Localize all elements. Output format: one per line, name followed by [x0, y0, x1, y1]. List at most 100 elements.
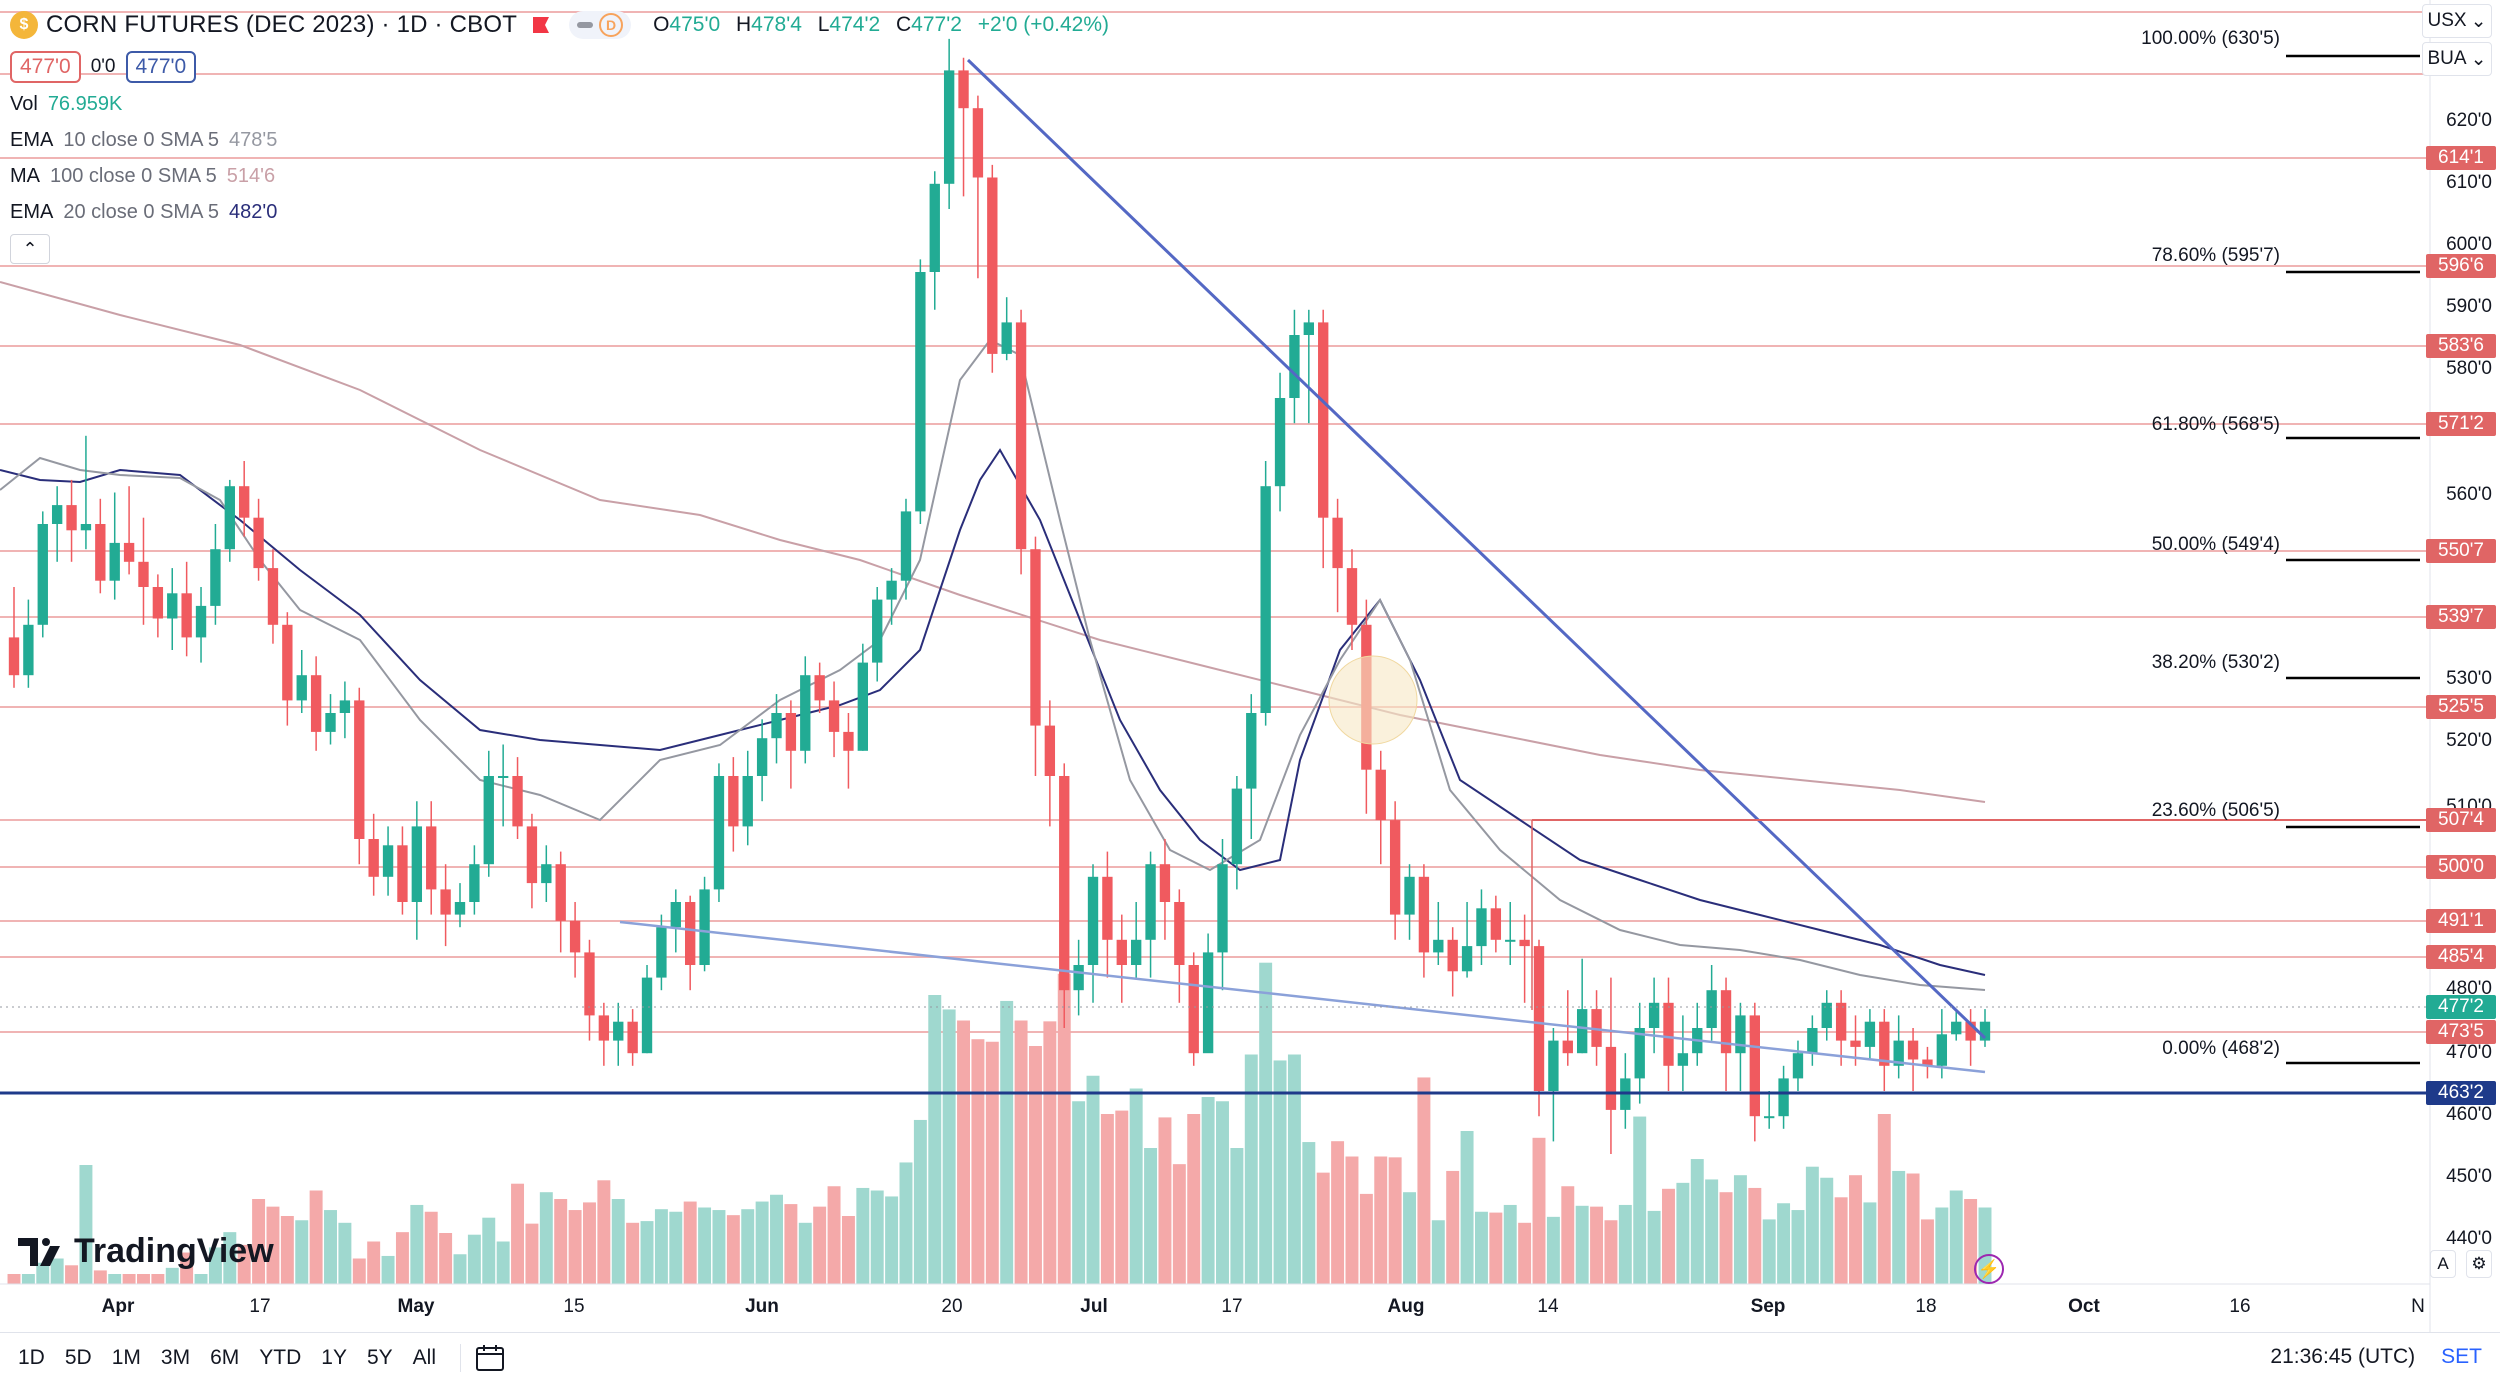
price-tag: 491'1	[2426, 909, 2496, 933]
candle-body	[987, 177, 998, 354]
indicator-row[interactable]: EMA 20 close 0 SMA 5 482'0	[10, 194, 1119, 230]
range-button-3m[interactable]: 3M	[160, 1345, 191, 1369]
candle-body	[1346, 568, 1358, 625]
indicator-row[interactable]: EMA 10 close 0 SMA 5 478'5	[10, 122, 1119, 158]
bottom-right-controls: 21:36:45 (UTC) SET	[2270, 1345, 2482, 1369]
candle-body	[8, 637, 20, 676]
volume-bar	[1345, 1156, 1359, 1284]
sell-button[interactable]: 477'0	[10, 51, 81, 83]
ma-100-line	[0, 281, 1986, 803]
volume-bar	[324, 1210, 337, 1284]
indicator-value: 514'6	[226, 164, 276, 187]
candle-body	[598, 1015, 610, 1041]
volume-bar	[165, 1267, 179, 1284]
volume-bar	[21, 1274, 35, 1284]
symbol-row[interactable]: $ CORN FUTURES (DEC 2023) · 1D · CBOT D …	[10, 8, 1119, 42]
range-button-5d[interactable]: 5D	[64, 1345, 92, 1369]
range-button-all[interactable]: All	[412, 1345, 436, 1369]
volume-bar	[1216, 1101, 1229, 1284]
chart-legend: $ CORN FUTURES (DEC 2023) · 1D · CBOT D …	[10, 8, 1119, 264]
price-axis-label: 600'0	[2446, 234, 2492, 255]
indicator-row[interactable]: MA 100 close 0 SMA 5 514'6	[10, 158, 1119, 194]
volume-bar	[1431, 1220, 1445, 1284]
fib-level-label: 78.60% (595'7)	[2151, 245, 2280, 266]
volume-bar	[36, 1262, 50, 1284]
volume-bar	[79, 1165, 93, 1284]
candle-body	[454, 902, 466, 915]
candle-body	[1922, 1059, 1933, 1066]
range-button-5y[interactable]: 5Y	[366, 1345, 393, 1369]
time-axis-label: Jul	[1080, 1296, 1108, 1317]
drawings	[0, 58, 2430, 1095]
price-axis-label: 520'0	[2446, 730, 2492, 751]
candle-body	[613, 1021, 624, 1041]
candle-body	[1318, 322, 1329, 518]
trade-buttons-row: 477'0 0'0 477'0	[10, 48, 1119, 86]
candle-body	[195, 605, 207, 638]
volume-bar	[180, 1252, 194, 1284]
divider	[460, 1343, 461, 1372]
range-button-1d[interactable]: 1D	[18, 1345, 45, 1369]
volume-bar	[453, 1254, 467, 1284]
auto-scale-button[interactable]: A	[2430, 1250, 2456, 1278]
volume-bar	[309, 1190, 323, 1284]
chevron-down-icon: ⌄	[2470, 48, 2487, 70]
indicator-value: 478'5	[229, 128, 278, 151]
volume-bar	[1374, 1156, 1388, 1284]
candle-body	[728, 776, 739, 827]
candle-body	[1030, 549, 1041, 726]
indicator-row[interactable]: Vol 76.959K	[10, 86, 1119, 122]
candle-body	[1015, 322, 1027, 550]
candle-body	[742, 776, 753, 827]
candle-body	[872, 599, 883, 663]
candle-body	[1217, 864, 1228, 953]
range-button-1y[interactable]: 1Y	[321, 1345, 347, 1369]
volume-bar	[726, 1215, 740, 1284]
candle-body	[1706, 990, 1717, 1028]
range-button-1m[interactable]: 1M	[111, 1345, 141, 1369]
lightning-icon[interactable]: ⚡	[1974, 1254, 2004, 1284]
candle-body	[1764, 1116, 1775, 1119]
indicator-name: Vol	[10, 92, 38, 115]
volume-bar	[798, 1222, 812, 1284]
candle-body	[828, 700, 840, 732]
volume-bar	[1662, 1188, 1675, 1284]
settlement-toggle[interactable]: SET	[2441, 1345, 2482, 1368]
symbol-title[interactable]: CORN FUTURES (DEC 2023) · 1D · CBOT	[46, 11, 518, 38]
candle-body	[1864, 1021, 1876, 1047]
volume-bar	[1489, 1212, 1503, 1284]
volume-bar	[554, 1199, 568, 1284]
price-axis-label: 580'0	[2446, 358, 2492, 379]
volume-bar	[985, 1041, 999, 1284]
unit-select[interactable]: BUA ⌄	[2422, 42, 2492, 76]
indicator-args: 100 close 0 SMA 5	[50, 164, 217, 187]
calendar-range-icon[interactable]	[475, 1344, 505, 1372]
candle-body	[1303, 322, 1314, 335]
volume-bar	[957, 1020, 971, 1284]
volume-bar	[7, 1274, 21, 1284]
data-status-pill[interactable]: D	[569, 11, 632, 39]
fib-level-label: 23.60% (506'5)	[2151, 800, 2280, 821]
volume-bar	[151, 1274, 165, 1284]
time-axis-label: Jun	[745, 1296, 779, 1317]
volume-bar	[1575, 1205, 1589, 1284]
candle-body	[1001, 322, 1012, 354]
clock[interactable]: 21:36:45 (UTC)	[2270, 1345, 2416, 1368]
candle-body	[1778, 1078, 1789, 1117]
price-tag: 614'1	[2426, 146, 2496, 170]
candle-body	[1505, 939, 1516, 942]
volume-bar	[1532, 1137, 1546, 1284]
range-button-ytd[interactable]: YTD	[259, 1345, 302, 1369]
candle-body	[1418, 876, 1430, 953]
flag-icon[interactable]	[531, 16, 551, 34]
range-button-6m[interactable]: 6M	[210, 1345, 240, 1369]
time-axis-label: N	[2411, 1296, 2425, 1317]
currency-select[interactable]: USX ⌄	[2422, 4, 2492, 38]
collapse-legend-button[interactable]: ⌃	[10, 234, 50, 264]
gear-icon[interactable]: ⚙	[2466, 1250, 2492, 1278]
volume-bar	[928, 995, 942, 1284]
buy-button[interactable]: 477'0	[125, 51, 197, 83]
time-axis-label: Oct	[2068, 1296, 2100, 1317]
candle-body	[1260, 486, 1271, 713]
